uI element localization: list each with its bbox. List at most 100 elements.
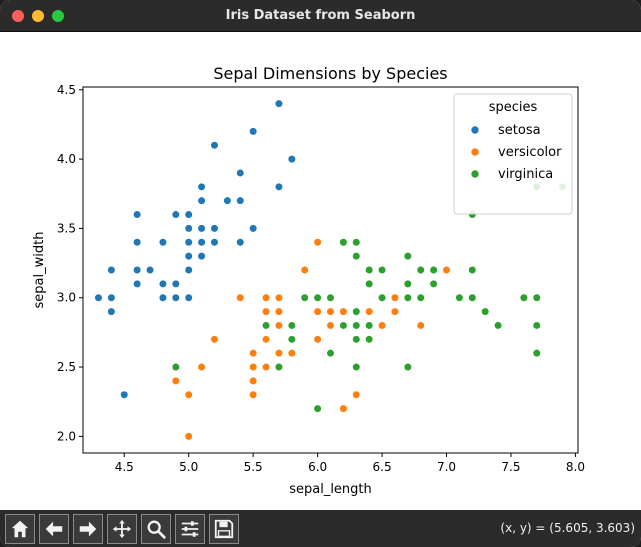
scatter-point-setosa [197, 224, 206, 233]
x-tick-label: 5.5 [244, 460, 263, 474]
scatter-point-versicolor [287, 349, 296, 358]
scatter-point-setosa [223, 196, 232, 205]
scatter-point-setosa [184, 252, 193, 261]
scatter-point-virginica [365, 279, 374, 288]
x-tick-label: 5.0 [179, 460, 198, 474]
legend-marker-versicolor [470, 147, 480, 157]
y-tick-label: 3.5 [57, 221, 76, 235]
scatter-point-virginica [365, 265, 374, 275]
scatter-point-versicolor [184, 432, 193, 441]
scatter-point-virginica [468, 293, 477, 302]
scatter-point-versicolor [326, 307, 335, 316]
scatter-point-versicolor [339, 404, 348, 413]
figure-canvas[interactable]: Sepal Dimensions by Species 4.5 5.0 5.5 6.0 6… [0, 32, 641, 510]
scatter-chart: Sepal Dimensions by Species 4.5 5.0 5.5 6.0 6… [32, 64, 585, 497]
scatter-point-virginica [287, 335, 296, 344]
scatter-point-versicolor [339, 307, 348, 316]
scatter-point-setosa [249, 127, 258, 136]
back-button[interactable] [39, 514, 69, 544]
configure-subplots-button[interactable] [175, 514, 205, 544]
scatter-point-virginica [352, 335, 361, 344]
scatter-point-virginica [532, 321, 541, 330]
scatter-point-setosa [210, 141, 219, 150]
y-tick-label: 3.0 [57, 291, 76, 305]
home-icon [11, 520, 29, 538]
scatter-point-virginica [532, 293, 541, 302]
scatter-point-virginica [481, 307, 490, 316]
scatter-point-setosa [133, 265, 142, 275]
pan-button[interactable] [107, 514, 137, 544]
scatter-point-virginica [365, 321, 374, 330]
y-tick-label: 2.0 [57, 429, 76, 443]
scatter-point-versicolor [274, 293, 284, 302]
chart-title: Sepal Dimensions by Species [213, 64, 447, 83]
scatter-point-setosa [287, 154, 296, 164]
pan-icon [112, 519, 132, 539]
scatter-point-virginica [287, 321, 296, 330]
scatter-point-virginica [429, 265, 438, 275]
scatter-point-setosa [171, 210, 180, 219]
scatter-point-setosa [184, 293, 193, 302]
x-tick-label: 6.5 [373, 460, 392, 474]
scatter-point-setosa [236, 196, 245, 205]
scatter-point-versicolor [261, 335, 271, 344]
cursor-coordinates: (x, y) = (5.605, 3.603) [500, 521, 635, 535]
scatter-point-virginica [171, 362, 180, 372]
scatter-point-virginica [416, 293, 425, 302]
forward-button[interactable] [73, 514, 103, 544]
scatter-point-virginica [532, 349, 541, 358]
scatter-point-setosa [158, 279, 168, 288]
close-window-button[interactable] [12, 10, 24, 22]
plot-frame [82, 86, 579, 454]
window-title: Iris Dataset from Seaborn [225, 8, 416, 23]
scatter-point-virginica [339, 238, 348, 247]
scatter-point-versicolor [261, 307, 271, 316]
scatter-point-versicolor [261, 293, 271, 302]
scatter-point-versicolor [416, 321, 425, 330]
zoom-button[interactable] [141, 514, 171, 544]
save-button[interactable] [209, 514, 239, 544]
scatter-point-setosa [184, 238, 193, 247]
minimize-window-button[interactable] [32, 10, 44, 22]
scatter-point-setosa [197, 196, 206, 205]
navigation-toolbar: (x, y) = (5.605, 3.603) [0, 510, 641, 547]
scatter-point-versicolor [352, 390, 361, 399]
scatter-point-versicolor [313, 238, 322, 247]
title-bar: Iris Dataset from Seaborn [0, 0, 641, 32]
scatter-point-versicolor [390, 307, 400, 316]
y-tick-label: 4.0 [57, 152, 76, 166]
scatter-point-virginica [455, 293, 464, 302]
scatter-point-versicolor [313, 335, 322, 344]
scatter-point-virginica [377, 293, 387, 302]
scatter-point-setosa [236, 238, 245, 247]
scatter-point-versicolor [313, 307, 322, 316]
scatter-point-versicolor [249, 349, 258, 358]
scatter-point-virginica [313, 293, 322, 302]
scatter-point-versicolor [210, 335, 219, 344]
scatter-point-versicolor [261, 362, 271, 372]
scatter-point-virginica [352, 238, 361, 247]
maximize-window-button[interactable] [52, 10, 64, 22]
scatter-point-setosa [133, 210, 142, 219]
scatter-point-versicolor [326, 321, 335, 330]
scatter-point-virginica [261, 321, 271, 330]
scatter-point-virginica [274, 362, 284, 372]
scatter-point-setosa [210, 224, 219, 233]
legend-box [453, 93, 573, 215]
scatter-point-setosa [236, 168, 245, 178]
scatter-point-setosa [158, 238, 168, 247]
home-button[interactable] [5, 514, 35, 544]
back-arrow-icon [45, 521, 63, 537]
scatter-point-versicolor [442, 265, 451, 275]
x-tick-label: 4.5 [115, 460, 134, 474]
scatter-point-versicolor [171, 376, 180, 386]
legend-marker-virginica [470, 169, 480, 179]
configure-subplots-icon [181, 521, 199, 537]
scatter-point-virginica [519, 293, 528, 302]
scatter-point-versicolor [377, 321, 387, 330]
scatter-point-versicolor [184, 390, 193, 399]
scatter-point-virginica [493, 321, 503, 330]
scatter-point-virginica [403, 279, 412, 288]
scatter-point-setosa [171, 279, 180, 288]
